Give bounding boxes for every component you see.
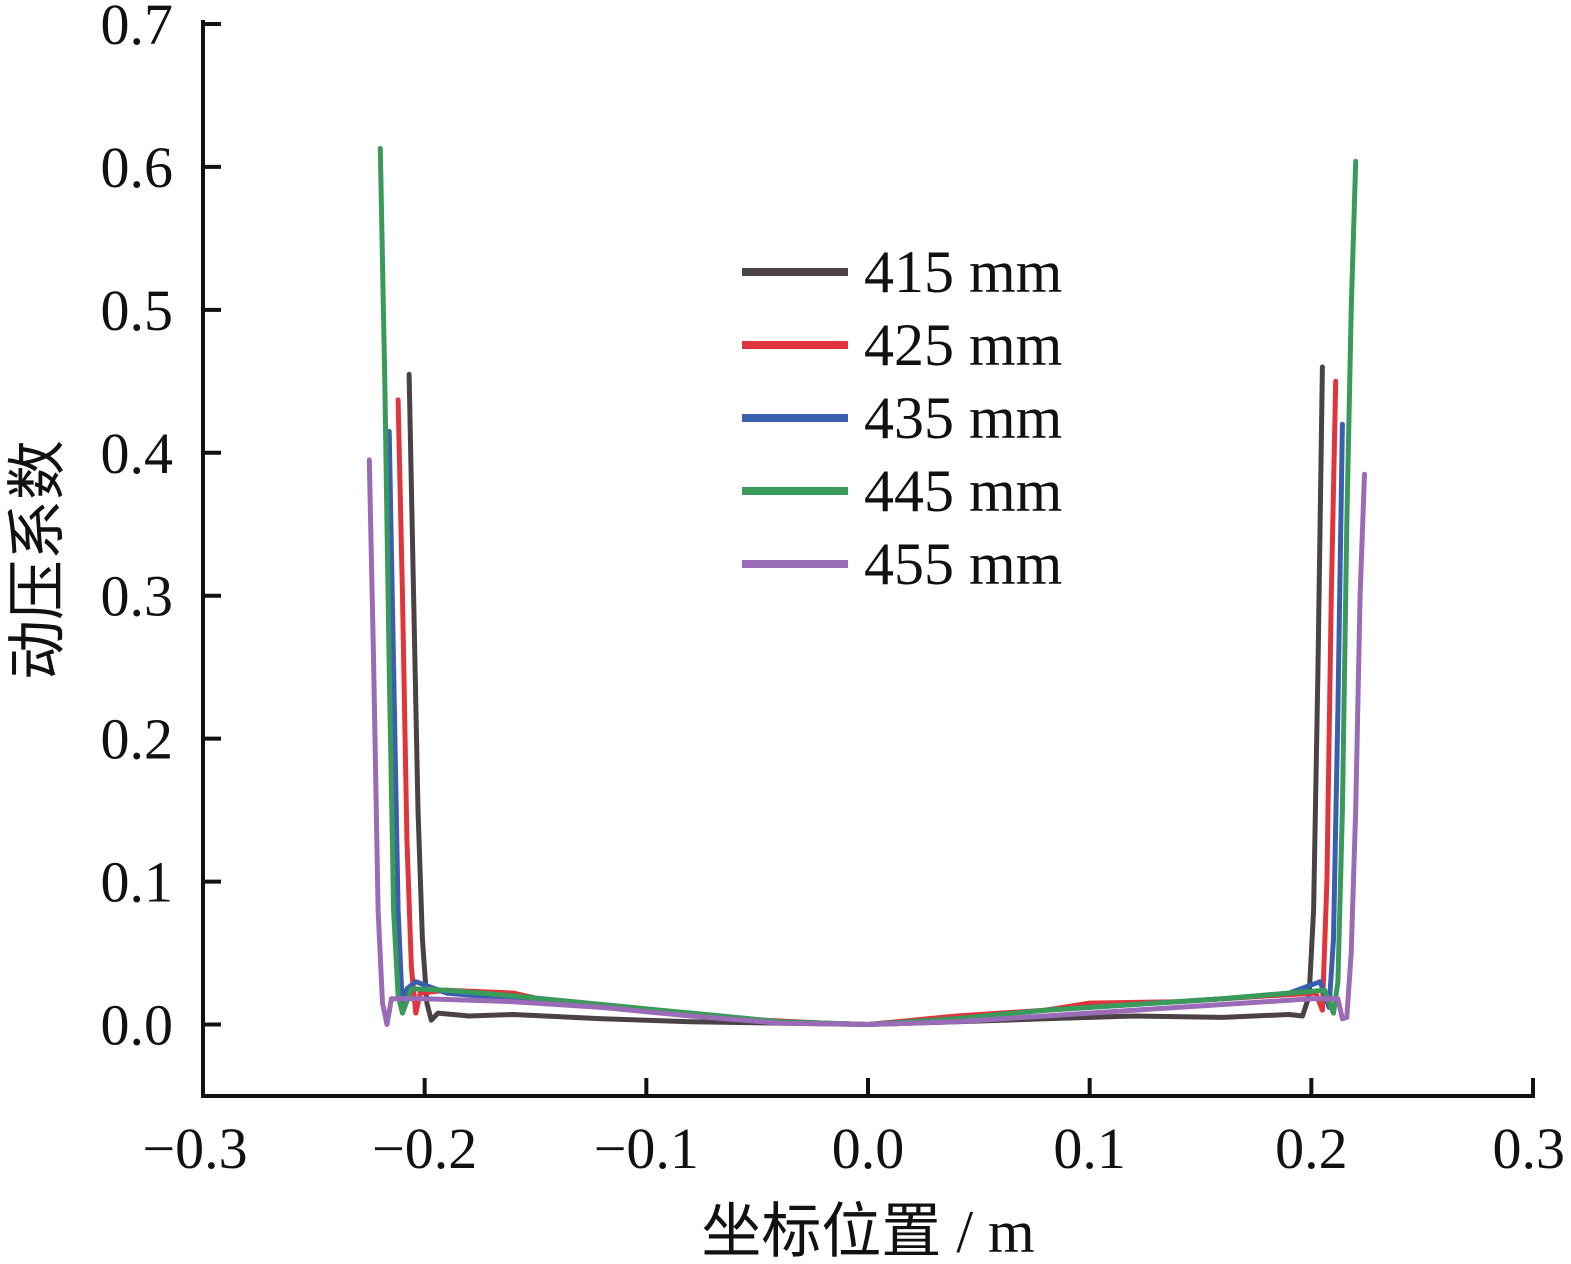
legend-label-1: 415 mm	[864, 239, 1062, 305]
axes: 0.0 0.1 0.2 0.3 0.4 0.5 0.6 0.7 −0.3 −0.2 −0.1 0.0 0…	[101, 0, 1566, 1181]
y-tick-label: 0.1	[101, 850, 174, 915]
x-tick-label: 0.3	[1493, 1116, 1566, 1181]
y-tick-label: 0.0	[101, 993, 174, 1058]
y-tick-label: 0.2	[101, 707, 174, 772]
x-tick-label: −0.2	[372, 1116, 477, 1181]
y-tick-label: 0.5	[101, 278, 174, 343]
series-line-5	[366, 457, 1367, 1027]
y-tick-label: 0.4	[101, 421, 174, 486]
x-tick-label: 0.0	[832, 1116, 905, 1181]
legend-label-3: 435 mm	[864, 385, 1062, 451]
x-axis-title: 坐标位置 / m	[701, 1199, 1034, 1264]
y-tick-label: 0.3	[101, 564, 174, 629]
legend-label-4: 445 mm	[864, 458, 1062, 524]
x-tick-label: 0.1	[1053, 1116, 1126, 1181]
legend-label-2: 425 mm	[864, 312, 1062, 378]
series-group	[366, 145, 1367, 1027]
x-tick-label: 0.2	[1275, 1116, 1348, 1181]
x-tick-label: −0.1	[594, 1116, 699, 1181]
y-axis-title: 动压系数	[5, 440, 71, 680]
legend-label-5: 455 mm	[864, 531, 1062, 597]
legend: 415 mm 425 mm 435 mm 445 mm 455 mm	[742, 239, 1062, 597]
y-tick-label: 0.6	[101, 135, 174, 200]
y-tick-label: 0.7	[101, 0, 174, 57]
x-tick-label: −0.3	[142, 1116, 247, 1181]
